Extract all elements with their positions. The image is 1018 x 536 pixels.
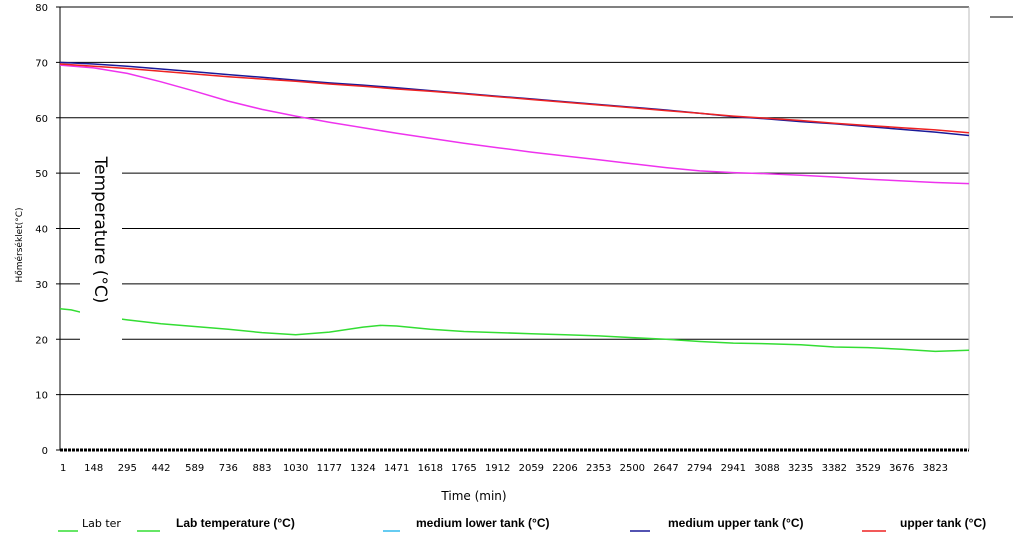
- y-tick-label-30: 30: [35, 280, 48, 291]
- y-tick-label-20: 20: [35, 335, 48, 346]
- x-tick-label-295: 295: [118, 463, 137, 474]
- y-axis-label-overlay: Temperature (°C): [90, 156, 110, 304]
- x-tick-label-883: 883: [252, 463, 271, 474]
- x-tick-label-3382: 3382: [822, 463, 847, 474]
- grid-lines: [60, 6, 969, 396]
- y-tick-label-70: 70: [35, 58, 48, 69]
- x-tick-label-1030: 1030: [283, 463, 308, 474]
- x-tick-label-2647: 2647: [653, 463, 678, 474]
- series-line-medium_upper: [59, 61, 970, 137]
- x-tick-label-2500: 2500: [620, 463, 645, 474]
- y-tick-label-60: 60: [35, 114, 48, 125]
- legend: Lab ter Lab temperature (°C) medium lower …: [58, 516, 986, 532]
- y-tick-label-50: 50: [35, 169, 48, 180]
- x-tick-label-3235: 3235: [788, 463, 813, 474]
- x-tick-label-2941: 2941: [721, 463, 746, 474]
- x-axis-label: Time (min): [440, 489, 506, 503]
- legend-label-3: medium upper tank (°C): [668, 516, 803, 530]
- y-axis-label-overlay-bg: [80, 120, 122, 360]
- legend-label-0: Lab ter: [82, 517, 121, 530]
- y-tick-label-10: 10: [35, 391, 48, 402]
- x-tick-label-1471: 1471: [384, 463, 409, 474]
- series-line-upper: [59, 63, 970, 134]
- x-tick-label-1618: 1618: [418, 463, 443, 474]
- y-tick-label-0: 0: [42, 446, 48, 457]
- x-tick-label-3088: 3088: [754, 463, 779, 474]
- x-tick-label-442: 442: [151, 463, 170, 474]
- x-tick-label-736: 736: [219, 463, 238, 474]
- x-tick-label-3823: 3823: [923, 463, 948, 474]
- x-tick-label-2353: 2353: [586, 463, 611, 474]
- series-lines: [59, 61, 970, 353]
- series-line-medium_lower: [59, 64, 970, 185]
- y-tick-label-40: 40: [35, 225, 48, 236]
- x-tick-label-589: 589: [185, 463, 204, 474]
- x-tick-label-2794: 2794: [687, 463, 712, 474]
- x-tick-label-3676: 3676: [889, 463, 914, 474]
- x-tick-label-1765: 1765: [451, 463, 476, 474]
- x-tick-label-2059: 2059: [519, 463, 544, 474]
- y-tick-label-80: 80: [35, 3, 48, 14]
- x-tick-label-3529: 3529: [855, 463, 880, 474]
- x-tick-label-1912: 1912: [485, 463, 510, 474]
- x-tick-label-148: 148: [84, 463, 103, 474]
- legend-label-2: medium lower tank (°C): [416, 516, 549, 530]
- x-tick-label-1177: 1177: [317, 463, 342, 474]
- series-line-lab: [59, 308, 970, 353]
- x-tick-labels: 1 148 295 442 589 736 883 1030 1177 1324 1471 1618 1…: [60, 463, 948, 474]
- legend-label-1: Lab temperature (°C): [176, 516, 295, 530]
- x-tick-label-1: 1: [60, 463, 66, 474]
- x-tick-label-1324: 1324: [350, 463, 375, 474]
- legend-label-4: upper tank (°C): [900, 516, 986, 530]
- axes: [56, 6, 970, 452]
- y-axis-label-original: Hőmérséklet(°C): [14, 207, 25, 282]
- x-tick-label-2206: 2206: [552, 463, 577, 474]
- y-tick-labels: 0 10 20 30 40 50 60 70 80: [35, 3, 48, 457]
